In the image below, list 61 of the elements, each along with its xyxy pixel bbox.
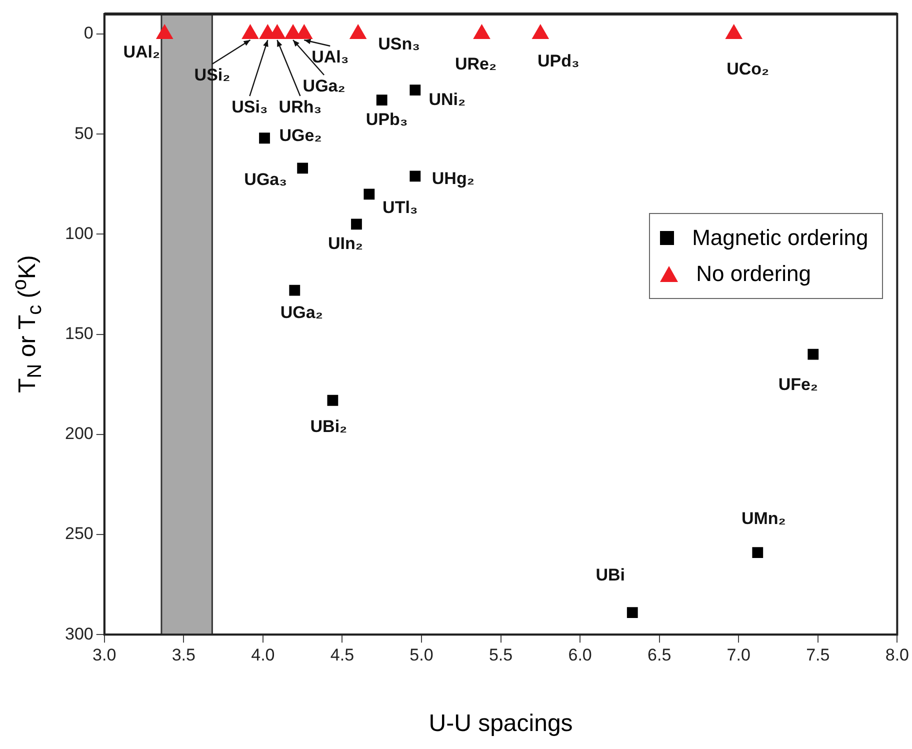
y-tick-label: 150 (64, 324, 94, 343)
point (364, 188, 375, 200)
point (473, 24, 490, 40)
x-tick-label: 7.0 (726, 645, 750, 664)
y-tick-label: 100 (64, 224, 94, 243)
point (410, 84, 421, 96)
annotation: USi₂ (194, 66, 230, 85)
annotation: UAl₂ (123, 42, 160, 62)
annotation: UMn₂ (741, 509, 786, 528)
point (808, 348, 819, 360)
point (242, 24, 259, 40)
x-tick-label: 6.5 (648, 645, 672, 664)
annotation: URh₃ (278, 98, 322, 117)
point (376, 94, 388, 106)
annotation: USi₃ (232, 98, 268, 117)
annotation: UBi (596, 565, 626, 584)
annotation: UGa₂ (302, 76, 346, 96)
point (410, 170, 421, 182)
annotation: UBi₂ (310, 417, 348, 436)
point (752, 547, 764, 558)
point (626, 607, 638, 618)
annotation: UIn₂ (328, 234, 363, 253)
point (351, 218, 362, 230)
point (532, 24, 549, 40)
x-tick-label: 3.0 (92, 645, 116, 664)
annotation: UAl₃ (312, 48, 349, 67)
annotation: UGa₂ (280, 302, 323, 322)
y-tick-label: 300 (64, 624, 94, 644)
annotation: UGe₂ (279, 126, 322, 145)
x-tick-label: 4.0 (251, 645, 275, 664)
point (289, 284, 300, 296)
annotation: UGa₃ (244, 170, 287, 189)
x-tick-label: 6.0 (568, 645, 592, 664)
point (259, 132, 270, 144)
annotation: UCo₂ (726, 60, 770, 79)
y-tick-label: 200 (64, 424, 94, 444)
point (350, 24, 366, 40)
y-tick-label: 50 (74, 124, 94, 143)
annotation: UTl₃ (382, 198, 418, 217)
annotation: UNi₂ (428, 90, 466, 109)
x-tick-label: 5.0 (410, 645, 434, 664)
x-tick-label: 3.5 (172, 645, 196, 664)
point (156, 24, 173, 40)
annotation: UPd₃ (537, 52, 580, 71)
annotation: URe₂ (454, 54, 497, 74)
x-tick-label: 4.5 (330, 645, 354, 664)
annotation: UHg₂ (432, 168, 474, 188)
point (297, 162, 308, 174)
x-tick-label: 5.5 (488, 645, 513, 664)
y-tick-label: 0 (84, 24, 94, 43)
annotation: UFe₂ (778, 375, 818, 394)
annotation: USn₃ (378, 34, 420, 54)
x-tick-label: 8.0 (885, 645, 910, 664)
legend-label: No ordering (696, 260, 812, 287)
x-axis-title: U-U spacings (428, 710, 573, 738)
point (327, 394, 338, 406)
x-tick-label: 7.5 (806, 645, 830, 664)
annotation: UPb₃ (366, 110, 408, 129)
y-tick-label: 250 (64, 524, 94, 544)
point (726, 24, 742, 40)
legend-label: Magnetic ordering (692, 224, 868, 251)
